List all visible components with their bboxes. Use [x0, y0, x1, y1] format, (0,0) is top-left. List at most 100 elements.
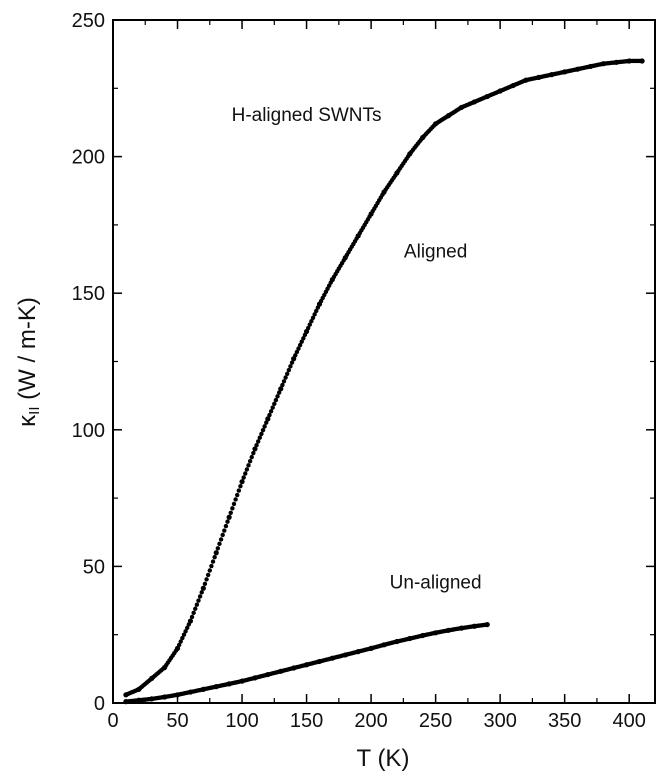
- y-tick-label-100: 100: [72, 420, 105, 442]
- data-series: [123, 58, 645, 705]
- data-marker-aligned: [236, 488, 242, 493]
- data-marker-aligned: [243, 471, 248, 476]
- data-marker-aligned: [312, 312, 317, 317]
- data-marker-aligned: [212, 554, 217, 560]
- data-marker-aligned: [231, 501, 237, 507]
- data-point-aligned: [265, 416, 271, 422]
- x-tick-label-0: 0: [107, 710, 118, 732]
- data-marker-aligned: [297, 342, 303, 348]
- data-marker-aligned: [205, 572, 211, 578]
- data-marker-aligned: [280, 382, 285, 388]
- data-marker-aligned: [285, 371, 290, 376]
- data-marker-aligned: [222, 528, 227, 533]
- data-marker-aligned: [215, 546, 221, 551]
- data-marker-aligned: [176, 642, 182, 648]
- x-tick-label-150: 150: [290, 710, 323, 732]
- data-marker-aligned: [307, 322, 312, 327]
- data-marker-aligned: [275, 394, 280, 399]
- data-marker-aligned: [310, 315, 316, 320]
- data-marker-aligned: [288, 364, 293, 369]
- x-tick-label-200: 200: [354, 710, 387, 732]
- x-tick-label-50: 50: [166, 710, 188, 732]
- x-tick-label-100: 100: [225, 710, 258, 732]
- data-marker-aligned: [289, 360, 295, 365]
- data-marker-aligned: [181, 632, 187, 637]
- tick-marks: [112, 19, 655, 704]
- data-marker-aligned: [189, 614, 195, 620]
- data-marker-aligned: [251, 450, 256, 456]
- data-marker-aligned: [270, 405, 275, 410]
- data-point-aligned: [639, 58, 645, 64]
- data-marker-aligned: [197, 594, 203, 599]
- data-marker-aligned: [309, 319, 314, 324]
- y-axis-label-subscript: II: [26, 406, 43, 414]
- y-axis-label-symbol: κ: [14, 414, 41, 427]
- data-marker-aligned: [264, 420, 269, 425]
- plot-frame: [112, 19, 656, 704]
- data-marker-aligned: [294, 349, 300, 355]
- data-marker-aligned: [247, 459, 253, 464]
- x-tick-label-350: 350: [548, 710, 581, 732]
- data-marker-aligned: [301, 336, 306, 341]
- x-tick-label-400: 400: [613, 710, 646, 732]
- annotations: H-aligned SWNTs Aligned Un-aligned: [232, 105, 482, 593]
- annotation-unaligned: Un-aligned: [390, 572, 482, 593]
- data-marker-aligned: [286, 367, 292, 373]
- data-marker-aligned: [218, 537, 224, 542]
- data-marker-aligned: [241, 475, 246, 480]
- data-marker-aligned: [235, 492, 240, 498]
- data-marker-aligned: [273, 397, 279, 403]
- data-marker-aligned: [178, 639, 183, 644]
- data-marker-aligned: [257, 435, 262, 440]
- data-marker-aligned: [194, 602, 200, 607]
- data-marker-aligned: [233, 497, 238, 502]
- data-marker-aligned: [281, 379, 287, 384]
- data-marker-aligned: [314, 308, 319, 314]
- series-aligned: [123, 58, 645, 698]
- data-marker-aligned: [202, 581, 208, 587]
- data-marker-aligned: [223, 523, 229, 529]
- x-axis-label: T (K): [357, 745, 410, 772]
- data-marker-aligned: [254, 442, 259, 448]
- y-tick-label-150: 150: [72, 283, 105, 305]
- data-point-aligned: [200, 585, 206, 591]
- y-axis-label-units: (W / m-K): [14, 297, 41, 406]
- x-tick-label-250: 250: [419, 710, 452, 732]
- data-marker-aligned: [283, 375, 288, 380]
- data-point-aligned: [213, 550, 219, 556]
- data-marker-aligned: [268, 409, 274, 414]
- y-tick-label-200: 200: [72, 147, 105, 169]
- series-unaligned: [123, 621, 490, 705]
- data-marker-aligned: [255, 439, 261, 444]
- data-marker-aligned: [272, 401, 277, 407]
- tick-labels: 0 50 100 150 200 250 300 350 400 0 50 100 150 200 250: [72, 10, 646, 732]
- data-point-unaligned: [484, 621, 490, 628]
- data-marker-aligned: [204, 577, 209, 582]
- data-point-aligned: [252, 446, 258, 452]
- x-tick-label-300: 300: [483, 710, 516, 732]
- data-point-aligned: [278, 386, 284, 392]
- data-marker-aligned: [305, 325, 311, 331]
- data-marker-aligned: [244, 467, 250, 472]
- data-marker-aligned: [199, 590, 204, 595]
- data-marker-aligned: [196, 598, 201, 603]
- data-marker-aligned: [293, 353, 298, 358]
- data-point-aligned: [239, 479, 245, 485]
- data-marker-aligned: [228, 510, 233, 515]
- data-marker-aligned: [207, 568, 212, 573]
- y-axis-title: κII (W / m-K): [14, 297, 43, 427]
- data-marker-aligned: [259, 431, 264, 437]
- data-marker-aligned: [296, 346, 301, 351]
- annotation-sample: H-aligned SWNTs: [232, 105, 382, 126]
- data-marker-aligned: [225, 519, 230, 524]
- data-point-aligned: [187, 618, 194, 624]
- y-tick-label-0: 0: [94, 693, 105, 715]
- data-marker-aligned: [185, 625, 190, 631]
- data-marker-aligned: [183, 629, 188, 634]
- data-marker-aligned: [209, 563, 214, 569]
- data-point-aligned: [226, 514, 232, 520]
- data-marker-aligned: [193, 606, 198, 611]
- data-marker-aligned: [191, 610, 196, 616]
- data-marker-aligned: [210, 559, 216, 564]
